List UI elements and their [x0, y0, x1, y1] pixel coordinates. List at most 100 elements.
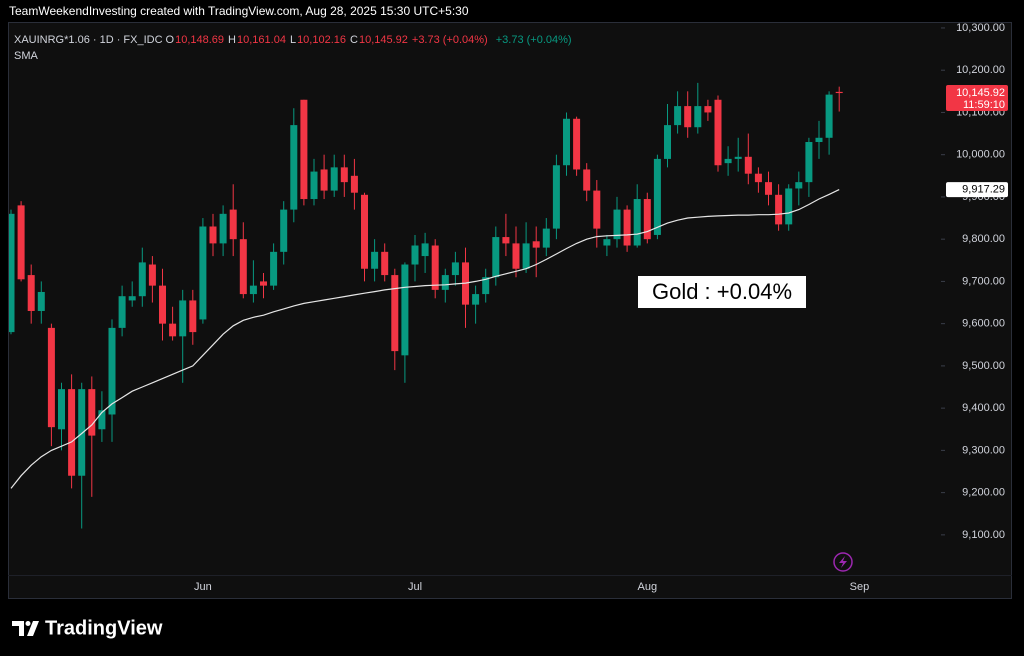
header: TeamWeekendInvesting created with Tradin…	[9, 4, 469, 18]
candle-body	[350, 175, 358, 193]
candle-body	[270, 251, 278, 286]
candle-body	[169, 323, 177, 337]
candle-body	[573, 118, 581, 170]
y-tick-label: 9,400.00	[962, 402, 1005, 414]
candle-body	[795, 182, 803, 189]
x-tick-label: Jul	[408, 581, 422, 593]
candle-body	[189, 300, 197, 333]
legend-key: O	[166, 34, 175, 46]
candle-body	[37, 291, 45, 311]
candle-body	[98, 410, 106, 430]
candle-body	[542, 228, 550, 248]
candle-body	[532, 241, 540, 248]
candle-body	[310, 171, 318, 200]
candle-body	[421, 243, 429, 257]
candle-body	[522, 243, 530, 269]
candle-body	[674, 106, 682, 126]
candle-body	[835, 91, 843, 94]
candle-body	[47, 327, 55, 428]
candle-body	[361, 194, 368, 269]
logo-mark	[25, 621, 31, 626]
candle-body	[724, 158, 732, 164]
y-tick-label: 10,300.00	[956, 22, 1005, 34]
candle-body	[684, 106, 692, 128]
candle-body	[563, 118, 570, 166]
candle-body	[603, 239, 611, 246]
logo-mark	[27, 621, 39, 636]
price-axis: 9,100.00 9,200.00 9,300.00 9,400.00 9,500.00…	[941, 22, 1008, 541]
legend-key: L	[290, 34, 296, 46]
candle-body	[17, 205, 25, 280]
sma-line	[10, 189, 840, 489]
candle-body	[391, 275, 399, 352]
y-tick-label: 9,100.00	[962, 529, 1005, 541]
candle-body	[593, 190, 601, 229]
y-tick-label: 10,200.00	[956, 64, 1005, 76]
candle-body	[502, 237, 510, 244]
plot-area	[9, 82, 843, 529]
y-tick-label: 9,300.00	[962, 444, 1005, 456]
legend-key: H	[228, 34, 236, 46]
candle-body	[179, 300, 187, 337]
candle-body	[340, 167, 348, 183]
annotation-box	[638, 276, 806, 308]
candle-body	[664, 125, 671, 159]
legend-value: 10,145.92	[359, 34, 408, 46]
candle-body	[260, 281, 267, 286]
price-tag-label: 10,145.92	[956, 87, 1005, 99]
candle-body	[754, 173, 762, 183]
candle-body	[78, 389, 86, 476]
candle-body	[431, 245, 439, 290]
candle-body	[734, 156, 742, 159]
candle-body	[58, 389, 65, 430]
candle-body	[330, 167, 338, 191]
alert-icon-bolt	[839, 556, 847, 568]
candle-body	[744, 156, 752, 174]
y-tick-label: 9,600.00	[962, 318, 1005, 330]
candle-body	[68, 389, 76, 476]
candle-body	[765, 182, 772, 195]
candle-body	[775, 194, 783, 225]
candle-body	[239, 239, 247, 295]
legend-sma: SMA	[14, 50, 39, 62]
candle-body	[613, 209, 621, 240]
legend: XAUINRG*1.06 · 1D · FX_IDC O 10,148.69 H 10,…	[14, 34, 572, 62]
candle-body	[552, 165, 560, 229]
candle-body	[451, 262, 459, 276]
candle-body	[199, 226, 207, 320]
candle-body	[219, 213, 227, 244]
logo: TradingView	[12, 617, 163, 639]
alert-icon[interactable]	[833, 552, 853, 572]
candle-body	[280, 209, 288, 252]
candle-body	[9, 213, 15, 333]
candle-body	[411, 245, 419, 265]
candle-body	[320, 169, 328, 191]
candle-body	[371, 251, 379, 269]
candle-body	[229, 209, 237, 240]
candle-body	[512, 243, 520, 269]
candle-body	[27, 275, 35, 311]
x-tick-label: Aug	[638, 581, 658, 593]
y-tick-label: 9,500.00	[962, 360, 1005, 372]
price-tag-countdown: 11:59:10	[963, 99, 1005, 111]
candle-body	[88, 389, 96, 436]
candle-body	[714, 99, 722, 166]
candle-body	[815, 137, 823, 143]
candle-body	[785, 188, 793, 225]
candle-body	[381, 251, 389, 276]
annotation: Gold : +0.04%	[652, 279, 792, 304]
price-tag	[946, 85, 1008, 112]
y-tick-label: 10,000.00	[956, 149, 1005, 161]
candle-body	[583, 169, 591, 191]
candle-body	[401, 264, 409, 356]
candle-body	[108, 327, 116, 415]
candle-body	[300, 99, 308, 200]
legend-value: 10,102.16	[297, 34, 346, 46]
logo-text: TradingView	[45, 617, 163, 639]
candle-body	[623, 209, 631, 246]
y-tick-label: 9,800.00	[962, 233, 1005, 245]
x-tick-label: Jun	[194, 581, 212, 593]
candle-body	[633, 199, 641, 246]
candle-body	[138, 262, 146, 297]
